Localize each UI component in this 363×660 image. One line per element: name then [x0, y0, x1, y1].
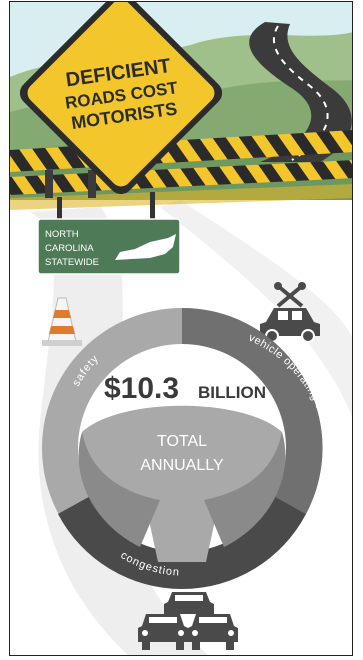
- infographic-frame: DEFICIENT ROADS COST MOTORISTS NORTH CAR…: [9, 1, 353, 656]
- curved-road-left: [30, 207, 208, 655]
- warning-sign: DEFICIENT ROADS COST MOTORISTS: [19, 2, 223, 198]
- total-amount: $10.3: [104, 372, 179, 405]
- wheel-rim-congestion: [58, 494, 306, 590]
- traffic-cone-icon: [42, 297, 82, 346]
- wheel-spokes: [82, 405, 282, 562]
- traffic-jam-icon: [138, 592, 238, 650]
- state-sign: NORTH CAROLINA STATEWIDE: [37, 192, 181, 275]
- state-sign-line2: CAROLINA: [45, 243, 94, 254]
- steering-wheel: safety vehicle operating costs congestio…: [42, 307, 332, 590]
- wheel-rim-operating: [182, 307, 323, 514]
- caption-line2: ANNUALLY: [140, 457, 224, 474]
- infographic: DEFICIENT ROADS COST MOTORISTS NORTH CAR…: [10, 2, 352, 655]
- state-sign-line1: NORTH: [45, 229, 79, 240]
- state-sign-line3: STATEWIDE: [45, 257, 99, 268]
- north-carolina-map-icon: [115, 234, 176, 260]
- total-unit: BILLION: [198, 383, 266, 402]
- caption-line1: TOTAL: [157, 433, 207, 450]
